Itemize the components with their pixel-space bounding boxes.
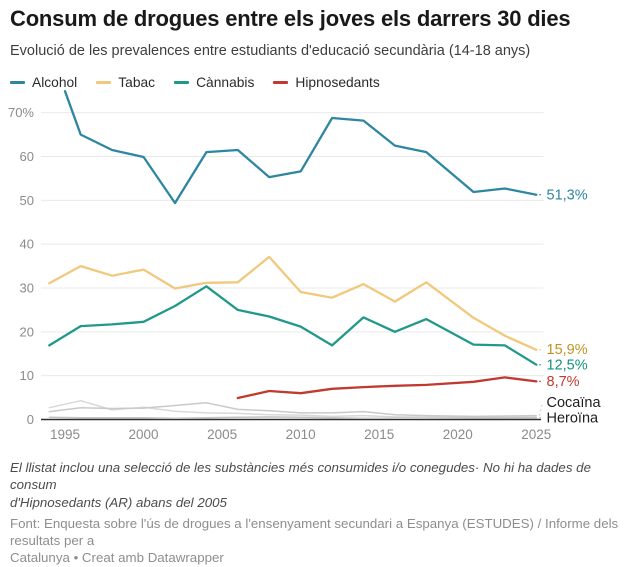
legend-swatch-icon [10, 81, 25, 84]
value-label-tabac: 15,9% [547, 342, 588, 358]
series-line-cannabis[interactable] [48, 285, 538, 366]
y-tick-label-70: 70% [8, 105, 34, 120]
y-tick-label-20: 20 [20, 324, 34, 339]
chart-subtitle: Evolució de les prevalences entre estudi… [10, 43, 531, 59]
y-tick-label-30: 30 [20, 281, 34, 296]
value-label-heroina: Heroïna [547, 411, 600, 427]
chart-source: Font: Enquesta sobre l'ús de drogues a l… [10, 515, 619, 566]
x-tick-label-2020: 2020 [443, 427, 473, 442]
value-label-hipnosedants: 8,7% [547, 374, 580, 390]
legend-label: Hipnosedants [295, 75, 380, 90]
series-line-alcohol[interactable] [63, 90, 538, 205]
legend-item-alcohol: Alcohol [10, 75, 77, 90]
legend-label: Cànnabis [196, 75, 255, 90]
series-line-hipnosedants[interactable] [236, 376, 538, 400]
y-tick-label-50: 50 [20, 193, 34, 208]
legend-item-hipnosedants: Hipnosedants [273, 75, 380, 90]
value-label-cannabis: 12,5% [547, 358, 588, 374]
value-label-alcohol: 51,3% [547, 187, 588, 203]
y-tick-label-10: 10 [20, 368, 34, 383]
x-tick-label-2010: 2010 [286, 427, 316, 442]
x-tick-label-2005: 2005 [207, 427, 237, 442]
legend: Alcohol Tabac Cànnabis Hipnosedants [10, 75, 632, 90]
legend-label: Tabac [118, 75, 156, 90]
series-line-cocaina[interactable] [48, 402, 538, 418]
y-tick-label-0: 0 [27, 412, 34, 427]
x-tick-label-2000: 2000 [129, 427, 159, 442]
chart-footer: El llistat inclou una selecció de les su… [10, 459, 630, 567]
legend-swatch-icon [174, 81, 190, 84]
legend-swatch-icon [273, 81, 289, 84]
x-tick-label-2015: 2015 [364, 427, 394, 442]
chart-note: El llistat inclou una selecció de les su… [10, 460, 591, 510]
x-tick-label-2025: 2025 [521, 427, 551, 442]
series-line-tabac[interactable] [48, 255, 538, 351]
series-line-heroina[interactable] [48, 416, 538, 419]
legend-item-cannabis: Cànnabis [174, 75, 254, 90]
chart-title: Consum de drogues entre els joves els da… [10, 6, 571, 31]
value-label-cocaina: Cocaïna [547, 395, 602, 411]
legend-swatch-icon [96, 81, 112, 84]
label-connector-tabac [539, 348, 543, 351]
x-tick-label-1995: 1995 [50, 427, 80, 442]
y-tick-label-60: 60 [20, 149, 34, 164]
y-tick-label-40: 40 [20, 237, 34, 252]
line-chart-canvas: 0 10 20 30 40 50 60 70% 1995 2000 2005 2010 2015 2020… [8, 90, 602, 442]
legend-item-tabac: Tabac [96, 75, 155, 90]
label-connector-cocaina [538, 402, 544, 416]
legend-label: Alcohol [32, 75, 78, 90]
